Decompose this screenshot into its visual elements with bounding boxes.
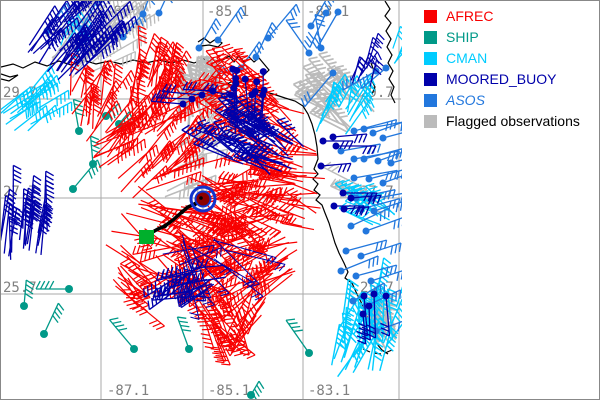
afrec-swatch bbox=[424, 10, 437, 23]
svg-text:25.7: 25.7 bbox=[3, 280, 37, 296]
moored-buoy-barbs bbox=[1, 1, 391, 345]
legend-item-afrec: AFREC bbox=[424, 8, 594, 24]
legend: AFREC SHIP CMAN MOORED_BUOY ASOS Flagged… bbox=[424, 8, 594, 136]
asos-label: ASOS bbox=[446, 92, 485, 108]
legend-item-ship: SHIP bbox=[424, 29, 594, 45]
legend-item-moored-buoy: MOORED_BUOY bbox=[424, 71, 594, 87]
svg-text:-83.1: -83.1 bbox=[308, 383, 350, 399]
svg-text:-87.1: -87.1 bbox=[107, 383, 149, 399]
svg-text:-85.1: -85.1 bbox=[207, 4, 249, 20]
storm-position-marker[interactable] bbox=[189, 185, 217, 213]
flagged-label: Flagged observations bbox=[446, 113, 580, 129]
moored-buoy-swatch bbox=[424, 73, 437, 86]
flagged-swatch bbox=[424, 115, 437, 128]
svg-text:-85.1: -85.1 bbox=[208, 383, 250, 399]
asos-swatch bbox=[424, 94, 437, 107]
legend-item-asos: ASOS bbox=[424, 92, 594, 108]
legend-item-flagged: Flagged observations bbox=[424, 113, 594, 129]
cman-label: CMAN bbox=[446, 50, 488, 66]
green-position-marker bbox=[139, 230, 154, 244]
axis-tick-labels: -87.1-85.1-83.1-87.1-85.1-83.129.727.725… bbox=[3, 4, 394, 399]
legend-item-cman: CMAN bbox=[424, 50, 594, 66]
ship-swatch bbox=[424, 31, 437, 44]
ship-label: SHIP bbox=[446, 29, 479, 45]
cman-swatch bbox=[424, 52, 437, 65]
moored-buoy-label: MOORED_BUOY bbox=[446, 71, 557, 87]
afrec-label: AFREC bbox=[446, 8, 494, 24]
